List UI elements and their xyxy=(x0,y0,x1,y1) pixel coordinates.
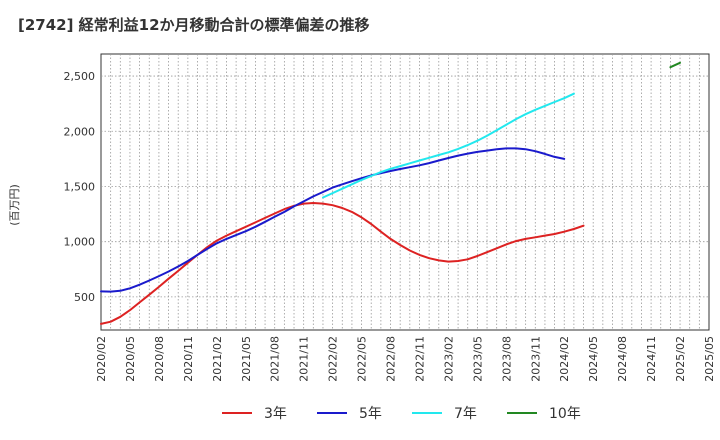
x-tick-label: 2023/02 xyxy=(442,336,455,382)
legend-label: 3年 xyxy=(264,406,287,422)
grid-lines xyxy=(101,54,709,330)
x-tick-label: 2021/11 xyxy=(298,336,311,382)
x-tick-label: 2023/08 xyxy=(500,336,513,382)
series-line xyxy=(100,147,566,293)
y-tick-label: 1,500 xyxy=(64,180,96,193)
x-tick-label: 2022/11 xyxy=(413,336,426,382)
y-tick-label: 2,000 xyxy=(64,125,96,138)
x-tick-label: 2024/08 xyxy=(616,336,629,382)
x-tick-label: 2023/05 xyxy=(471,336,484,382)
series-line xyxy=(322,92,575,199)
x-tick-label: 2024/11 xyxy=(645,336,658,382)
y-tick-label: 500 xyxy=(74,291,95,304)
x-tick-label: 2020/08 xyxy=(153,336,166,382)
x-tick-label: 2022/08 xyxy=(385,336,398,382)
x-tick-label: 2025/05 xyxy=(703,336,716,382)
x-tick-label: 2020/11 xyxy=(182,336,195,382)
x-tick-label: 2022/05 xyxy=(356,336,369,382)
legend-label: 10年 xyxy=(549,406,581,422)
x-tick-label: 2023/11 xyxy=(529,336,542,382)
x-tick-label: 2021/08 xyxy=(269,336,282,382)
legend-label: 5年 xyxy=(359,406,382,422)
series-lines xyxy=(100,61,681,325)
series-line xyxy=(100,202,585,325)
y-axis-label: (百万円) xyxy=(8,184,21,226)
legend-label: 7年 xyxy=(454,406,477,422)
series-line xyxy=(669,61,681,69)
legend: 3年 5年 7年 10年 xyxy=(222,406,581,422)
x-tick-label: 2025/02 xyxy=(674,336,687,382)
x-tick-label: 2020/02 xyxy=(95,336,108,382)
y-axis: 500 1,000 1,500 2,000 2,500 xyxy=(64,70,96,304)
x-tick-label: 2021/05 xyxy=(240,336,253,382)
plot-area xyxy=(100,53,710,331)
chart-title: [2742] 経常利益12か月移動合計の標準偏差の推移 xyxy=(18,16,370,34)
x-axis: 2020/02 2020/05 2020/08 2020/11 2021/02 2021/… xyxy=(95,336,716,382)
y-tick-label: 2,500 xyxy=(64,70,96,83)
x-tick-label: 2020/05 xyxy=(124,336,137,382)
y-tick-label: 1,000 xyxy=(64,236,96,249)
x-tick-label: 2024/02 xyxy=(558,336,571,382)
x-tick-label: 2022/02 xyxy=(327,336,340,382)
x-tick-label: 2021/02 xyxy=(211,336,224,382)
x-tick-label: 2024/05 xyxy=(587,336,600,382)
